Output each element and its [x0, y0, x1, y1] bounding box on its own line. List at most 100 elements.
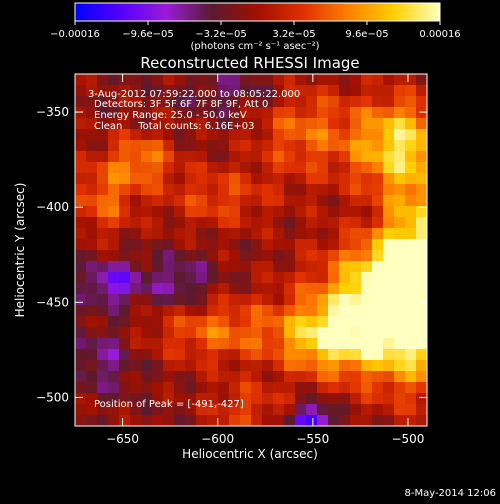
heatmap-pixel: [251, 294, 263, 306]
heatmap-pixel: [317, 250, 329, 262]
heatmap-pixel: [394, 151, 406, 163]
heatmap-pixel: [141, 195, 153, 207]
heatmap-pixel: [306, 371, 318, 383]
heatmap-pixel: [229, 338, 241, 350]
heatmap-pixel: [97, 140, 109, 152]
heatmap-pixel: [295, 360, 307, 372]
heatmap-pixel: [306, 173, 318, 185]
heatmap-pixel: [251, 140, 263, 152]
heatmap-pixel: [372, 327, 384, 339]
heatmap-pixel: [339, 85, 351, 97]
heatmap-pixel: [273, 162, 285, 174]
heatmap-pixel: [383, 349, 395, 361]
heatmap-pixel: [383, 393, 395, 405]
heatmap-pixel: [306, 393, 318, 405]
heatmap-pixel: [119, 305, 131, 317]
heatmap-pixel: [229, 415, 241, 427]
heatmap-pixel: [152, 129, 164, 141]
heatmap-pixel: [383, 195, 395, 207]
heatmap-pixel: [328, 107, 340, 119]
heatmap-pixel: [229, 151, 241, 163]
heatmap-pixel: [328, 338, 340, 350]
heatmap-pixel: [97, 272, 109, 284]
heatmap-pixel: [108, 283, 120, 295]
heatmap-pixel: [119, 107, 131, 119]
heatmap-pixel: [75, 151, 87, 163]
heatmap-pixel: [229, 74, 241, 86]
heatmap-pixel: [141, 327, 153, 339]
heatmap-pixel: [86, 107, 98, 119]
heatmap-pixel: [119, 217, 131, 229]
heatmap-pixel: [416, 404, 428, 416]
heatmap-pixel: [339, 96, 351, 108]
heatmap-pixel: [97, 371, 109, 383]
heatmap-pixel: [185, 316, 197, 328]
heatmap-pixel: [284, 250, 296, 262]
heatmap-pixel: [372, 393, 384, 405]
heatmap-pixel: [163, 195, 175, 207]
heatmap-pixel: [174, 393, 186, 405]
heatmap-pixel: [295, 151, 307, 163]
heatmap-pixel: [218, 349, 230, 361]
heatmap-pixel: [240, 140, 252, 152]
heatmap-pixel: [119, 272, 131, 284]
heatmap-pixel: [207, 250, 219, 262]
heatmap-pixel: [416, 294, 428, 306]
heatmap-pixel: [174, 305, 186, 317]
heatmap-pixel: [416, 140, 428, 152]
heatmap-pixel: [273, 382, 285, 394]
heatmap-pixel: [86, 327, 98, 339]
heatmap-pixel: [207, 151, 219, 163]
heatmap-pixel: [163, 382, 175, 394]
heatmap-pixel: [97, 96, 109, 108]
heatmap-pixel: [416, 173, 428, 185]
heatmap-pixel: [174, 217, 186, 229]
heatmap-pixel: [174, 74, 186, 86]
heatmap-pixel: [262, 195, 274, 207]
heatmap-pixel: [240, 316, 252, 328]
heatmap-pixel: [361, 129, 373, 141]
heatmap-pixel: [108, 294, 120, 306]
heatmap-pixel: [174, 349, 186, 361]
heatmap-pixel: [262, 415, 274, 427]
heatmap-pixel: [141, 305, 153, 317]
heatmap-pixel: [174, 404, 186, 416]
heatmap-pixel: [350, 382, 362, 394]
heatmap-pixel: [185, 228, 197, 240]
heatmap-pixel: [306, 118, 318, 130]
heatmap-pixel: [152, 107, 164, 119]
heatmap-pixel: [350, 85, 362, 97]
heatmap-pixel: [97, 382, 109, 394]
heatmap-pixel: [295, 217, 307, 229]
heatmap-pixel: [383, 382, 395, 394]
heatmap-pixel: [75, 96, 87, 108]
x-axis-ticks: −650 −600 −550 −500: [106, 74, 424, 446]
heatmap-pixel: [218, 173, 230, 185]
heatmap-pixel: [229, 129, 241, 141]
heatmap-pixel: [339, 283, 351, 295]
heatmap-pixel: [119, 239, 131, 251]
heatmap-pixel: [394, 404, 406, 416]
heatmap-pixel: [141, 151, 153, 163]
heatmap-pixel: [108, 151, 120, 163]
heatmap-pixel: [174, 228, 186, 240]
heatmap-pixel: [152, 173, 164, 185]
heatmap-pixel: [339, 162, 351, 174]
heatmap-pixel: [394, 261, 406, 273]
heatmap-pixel: [174, 195, 186, 207]
heatmap-pixel: [273, 261, 285, 273]
heatmap-pixel: [394, 74, 406, 86]
heatmap-pixel: [75, 316, 87, 328]
heatmap-pixel: [405, 261, 417, 273]
heatmap-pixel: [108, 360, 120, 372]
heatmap-pixel: [284, 404, 296, 416]
heatmap-pixel: [163, 228, 175, 240]
heatmap-pixel: [97, 360, 109, 372]
annotation-clean-counts: Clean Total counts: 6.16E+03: [94, 121, 254, 132]
heatmap-pixel: [372, 283, 384, 295]
heatmap-pixel: [207, 393, 219, 405]
heatmap-pixel: [240, 74, 252, 86]
heatmap-pixel: [383, 294, 395, 306]
heatmap-pixel: [372, 272, 384, 284]
